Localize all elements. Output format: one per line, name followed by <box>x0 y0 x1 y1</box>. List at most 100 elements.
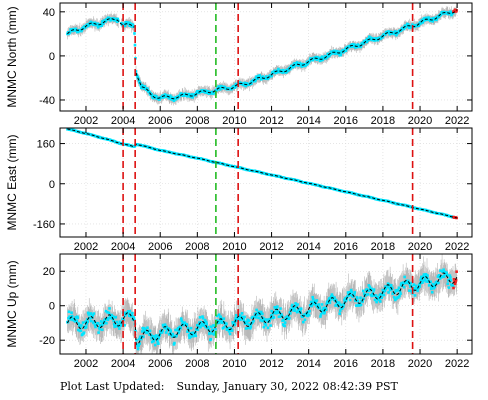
data-point <box>328 301 332 305</box>
data-point <box>387 291 390 294</box>
data-point <box>131 311 134 315</box>
data-point <box>321 311 324 315</box>
model-line <box>66 272 458 345</box>
data-point <box>106 318 110 322</box>
data-point <box>350 45 353 48</box>
data-point <box>249 325 253 328</box>
data-point <box>454 280 457 284</box>
x-tick-label: 2004 <box>111 358 135 370</box>
data-point <box>361 289 365 293</box>
data-point <box>222 317 226 320</box>
data-point <box>384 287 388 291</box>
data-point <box>302 320 305 324</box>
data-point <box>140 330 144 333</box>
y-axis-label: MNMC Up (mm) <box>5 260 19 347</box>
data-point <box>426 278 430 281</box>
data-point <box>205 322 208 326</box>
data-point <box>141 335 145 339</box>
data-point <box>206 89 210 93</box>
y-tick-label: 20 <box>43 266 55 278</box>
data-point <box>172 99 176 103</box>
data-point <box>346 295 349 298</box>
data-point <box>152 339 155 343</box>
data-point <box>153 335 157 338</box>
data-point <box>112 322 116 326</box>
data-point <box>138 335 142 339</box>
data-point <box>80 29 83 33</box>
data-point <box>448 274 452 277</box>
data-point <box>132 315 135 319</box>
data-point <box>359 296 362 299</box>
data-point <box>426 274 429 277</box>
data-point <box>241 315 244 319</box>
data-point <box>324 56 328 60</box>
data-point <box>258 74 261 77</box>
data-point <box>215 314 219 318</box>
data-point <box>366 293 370 296</box>
data-point <box>424 275 427 278</box>
data-point <box>128 24 132 28</box>
data-point <box>218 320 221 323</box>
x-tick-label: 2010 <box>222 115 246 127</box>
data-point <box>85 322 88 326</box>
data-point <box>270 74 273 78</box>
data-point <box>233 323 237 326</box>
data-point <box>315 58 319 61</box>
data-point <box>130 314 134 318</box>
data-point <box>99 320 103 323</box>
data-point <box>123 24 127 28</box>
data-point <box>122 311 126 315</box>
data-point <box>339 53 343 57</box>
data-point <box>389 283 393 287</box>
data-point <box>308 309 311 313</box>
x-tick-label: 2018 <box>371 115 395 127</box>
x-tick-label: 2006 <box>148 115 172 127</box>
data-point <box>439 269 442 272</box>
x-tick-label: 2008 <box>185 115 209 127</box>
data-point <box>161 94 165 97</box>
data-point <box>296 309 300 313</box>
data-point <box>435 18 438 22</box>
data-point <box>276 305 279 308</box>
data-point <box>137 344 140 348</box>
data-point <box>339 303 343 307</box>
data-point <box>110 313 113 317</box>
data-point <box>104 309 108 313</box>
data-point <box>242 317 245 320</box>
data-point <box>264 322 267 326</box>
data-point <box>414 284 418 288</box>
data-point <box>434 283 437 286</box>
data-point <box>132 317 136 320</box>
data-point <box>424 273 428 276</box>
data-point <box>438 277 442 280</box>
data-point <box>232 321 236 324</box>
data-point <box>150 93 153 96</box>
data-point <box>237 318 240 321</box>
data-point <box>322 306 325 310</box>
data-point <box>256 77 259 81</box>
data-point <box>365 40 369 44</box>
data-point <box>233 85 237 89</box>
data-point <box>219 319 223 322</box>
data-point <box>419 21 423 24</box>
data-point <box>372 288 376 291</box>
data-point <box>200 322 204 326</box>
data-point <box>442 275 446 278</box>
data-point <box>382 293 386 297</box>
data-point <box>446 282 450 286</box>
data-point <box>402 27 406 31</box>
data-point <box>222 320 225 324</box>
data-point <box>356 296 359 300</box>
data-point <box>295 310 299 314</box>
x-tick-label: 2018 <box>371 358 395 370</box>
data-point <box>346 291 350 294</box>
x-tick-label: 2014 <box>296 358 320 370</box>
data-point <box>311 298 315 301</box>
data-point <box>342 302 346 306</box>
data-point <box>257 316 260 320</box>
data-point <box>84 320 87 324</box>
data-point <box>199 320 203 324</box>
data-point <box>314 301 318 305</box>
data-point <box>288 316 291 320</box>
